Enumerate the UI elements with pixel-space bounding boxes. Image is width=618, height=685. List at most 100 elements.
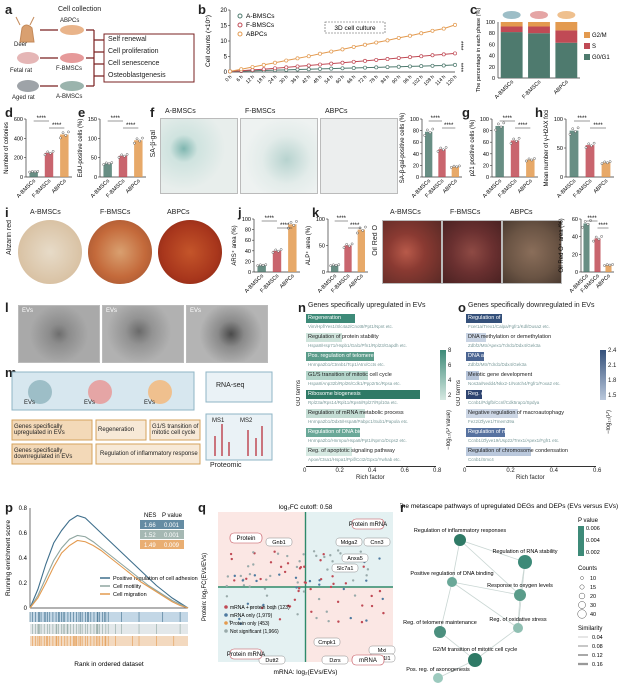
- sa-gal-image-abpc: [320, 118, 398, 194]
- cell-abpcs: ABPCs: [60, 18, 80, 24]
- node-label: Regulation of RNA stability: [492, 549, 557, 555]
- go-bar: [306, 390, 420, 399]
- data-point: [600, 162, 604, 165]
- y-tick-label: 150: [88, 117, 97, 123]
- x-tick-label: 24 h: [267, 74, 278, 85]
- data-point: [497, 122, 500, 126]
- gsea-chart: 0 0.2 0.4 0.6 0.8 Running enrichment score Pos…: [5, 506, 198, 668]
- source-aged-rat: Aged rat: [12, 95, 35, 101]
- legend-swatch: [584, 32, 590, 38]
- scatter-point: [303, 565, 306, 568]
- data-point: [292, 223, 296, 227]
- y-axis-label: Protein: log₂FC(EVs/EVs): [202, 553, 208, 621]
- x-tick-label: 36 h: [290, 74, 301, 85]
- legend-tick: 4: [448, 378, 452, 384]
- rnaseq-box: [205, 371, 273, 403]
- y-axis-label: The percentage in each phase (%): [476, 8, 482, 93]
- row1-term-2: G1/S transition of mitotic cell cycle: [152, 424, 199, 436]
- node-label: Pos. reg. of axonogenesis: [406, 667, 470, 673]
- data-point: [597, 237, 601, 241]
- y-tick-label: 80: [245, 228, 251, 234]
- go-term-label: Regulation of DNA biosynthetic process: [308, 429, 405, 435]
- scatter-point: [326, 568, 329, 571]
- quadrant-label: Protein: [236, 536, 255, 542]
- data-point: [571, 127, 575, 131]
- data-point: [444, 146, 448, 149]
- source-fetal-rat: Fetal rat: [10, 68, 33, 74]
- gene-label: Dutt2: [265, 658, 278, 664]
- sig-label: ****: [431, 116, 441, 122]
- network-node: [514, 589, 526, 601]
- data-point: [337, 263, 341, 266]
- data-point: [455, 165, 459, 169]
- y-tick-label: 0.6: [19, 531, 28, 537]
- x-tick-label: 78 h: [369, 74, 380, 85]
- cell-icon: [557, 11, 576, 19]
- scatter-point: [230, 557, 233, 561]
- rank-bar: [30, 648, 188, 653]
- x-tick-label: F-BMSCs: [521, 79, 542, 100]
- sig-label: ****: [587, 216, 597, 222]
- data-point: [350, 242, 354, 246]
- stacked-segment: [528, 26, 550, 34]
- data-point: [318, 51, 322, 56]
- x-tick-label: 0: [463, 468, 467, 474]
- sig-label: ****: [265, 216, 275, 222]
- scatter-point: [228, 620, 232, 623]
- data-point: [608, 160, 612, 163]
- scatter-point: [351, 579, 355, 582]
- go-bar: [466, 447, 531, 456]
- legend-similarity-label: 0.16: [592, 662, 603, 668]
- scatter-point: [283, 570, 287, 574]
- x-tick-label: 60 h: [335, 74, 346, 85]
- scatter-point: [336, 600, 340, 604]
- data-point: [530, 158, 534, 162]
- legend-similarity-title: Similarity: [578, 626, 602, 632]
- y-tick-label: 400: [14, 136, 23, 142]
- scatter-point: [238, 617, 241, 621]
- row1-term-1: Regeneration: [98, 427, 135, 433]
- row2-term-box: [95, 443, 201, 465]
- scatter-point: [349, 616, 352, 620]
- x-tick-label: ABPCs: [553, 79, 570, 96]
- data-point: [363, 65, 367, 70]
- fbmsc-dish-icon: [60, 53, 84, 63]
- data-point: [385, 57, 390, 61]
- metascape-network: The metascape pathways of upregulated DE…: [400, 503, 618, 683]
- legend-label: mRNA only (1,979): [230, 613, 273, 619]
- x-tick-label: 102 h: [412, 74, 425, 87]
- x-tick-label: 0.4: [549, 468, 558, 474]
- quadrant-label-box: [229, 648, 263, 660]
- go-term-label: Regeneration: [308, 315, 342, 321]
- sig-label: ****: [577, 116, 587, 122]
- data-point: [138, 139, 142, 143]
- data-point: [603, 264, 606, 267]
- y-tick-label: 20: [572, 252, 578, 258]
- evs-fbmsc-icon: [88, 380, 112, 404]
- scatter-point: [225, 595, 229, 598]
- evs-label-2: EVs: [84, 400, 96, 406]
- fetal-rat-icon: [17, 52, 39, 64]
- scatter-point: [322, 553, 325, 556]
- y-axis-label: Number of colonies: [4, 122, 10, 174]
- go-term-label: Regulation of inflammatory response: [468, 315, 558, 321]
- data-point: [606, 161, 609, 165]
- go-bar: [466, 428, 505, 437]
- data-point: [581, 226, 584, 229]
- i-img-label-3: ABPCs: [167, 209, 190, 216]
- data-point: [274, 248, 278, 252]
- go-bar: [306, 352, 375, 361]
- legend-tick: 1.5: [608, 393, 617, 399]
- gene-label-box: [258, 655, 286, 665]
- x-tick-label: 6 h: [236, 74, 245, 83]
- y-tick-label: 20: [489, 65, 495, 71]
- data-point: [295, 56, 300, 61]
- data-point: [340, 60, 345, 65]
- legend-count-label: 20: [590, 594, 596, 600]
- stacked-segment: [500, 32, 523, 78]
- x-tick-label: 84 h: [380, 74, 391, 85]
- scatter-point: [248, 585, 251, 588]
- x-tick-label: 0.2: [506, 468, 515, 474]
- scatter-point: [287, 604, 290, 607]
- bar: [344, 245, 352, 272]
